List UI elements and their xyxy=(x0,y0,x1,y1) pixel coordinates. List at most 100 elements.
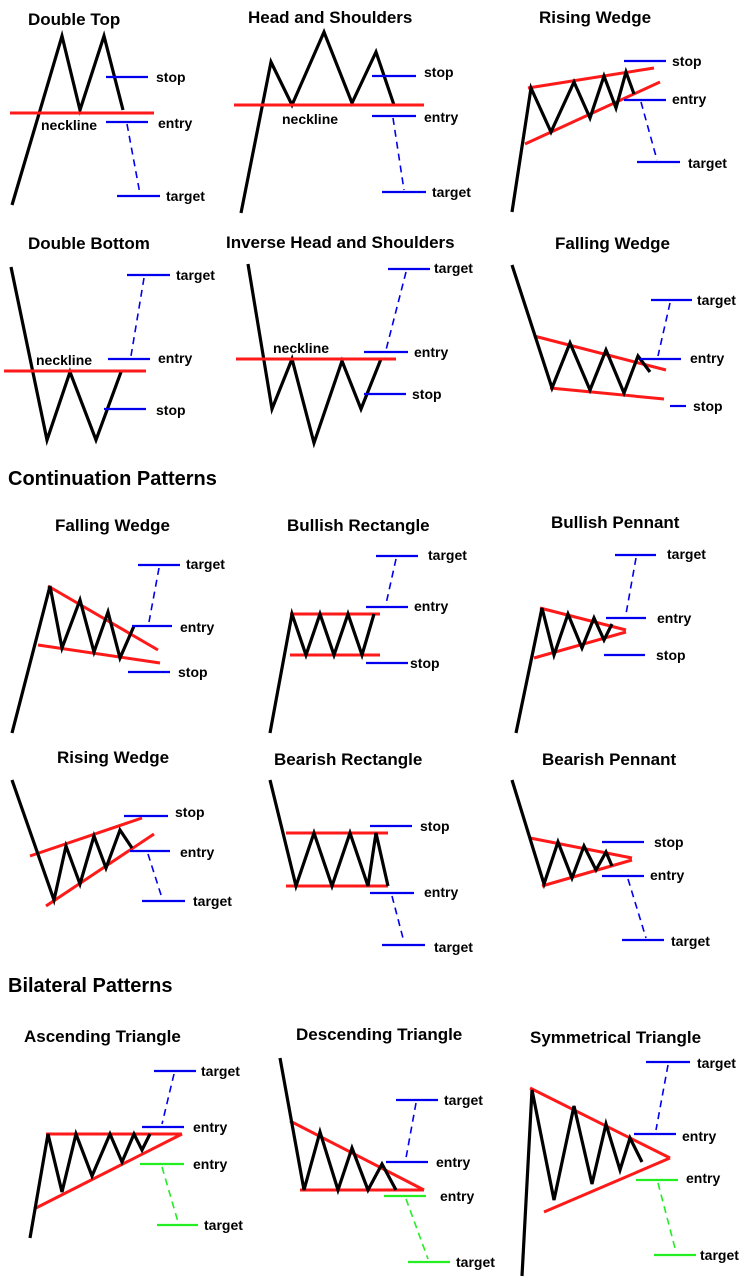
entry-label: entry xyxy=(690,350,724,366)
price-line xyxy=(510,264,652,398)
projection-line xyxy=(657,302,671,357)
pattern-bearish-rectangle: Bearish Rectangle stop entry target xyxy=(268,750,473,955)
projection-line xyxy=(640,101,658,161)
pattern-head-and-shoulders: Head and Shoulders neckline stop entry t… xyxy=(234,8,471,214)
pattern-title: Double Top xyxy=(28,10,120,29)
entry-label: entry xyxy=(672,91,706,107)
pattern-title: Falling Wedge xyxy=(55,516,170,535)
alt-entry-label: entry xyxy=(440,1188,474,1204)
projection-line xyxy=(126,123,141,195)
projection-line xyxy=(627,878,647,939)
target-label: target xyxy=(166,188,205,204)
projection-line xyxy=(625,557,637,615)
lower-trendline xyxy=(549,386,665,401)
target-label: target xyxy=(176,267,215,283)
price-line xyxy=(10,585,136,734)
pattern-title: Symmetrical Triangle xyxy=(530,1028,701,1047)
alt-projection-line xyxy=(161,1166,179,1223)
pattern-double-bottom: Double Bottom neckline target entry stop xyxy=(4,234,215,447)
upper-trendline xyxy=(29,816,143,858)
section-title-bilateral: Bilateral Patterns xyxy=(8,975,173,997)
price-line xyxy=(278,1057,398,1196)
projection-line xyxy=(148,567,160,623)
projection-line xyxy=(392,117,405,191)
stop-label: stop xyxy=(672,53,702,69)
entry-label: entry xyxy=(180,619,214,635)
price-line xyxy=(268,607,376,734)
pattern-symmetrical-triangle: Symmetrical Triangle target entry entry … xyxy=(520,1028,739,1277)
entry-label: entry xyxy=(158,115,192,131)
support-line xyxy=(33,1132,183,1211)
stop-label: stop xyxy=(178,664,208,680)
pattern-title: Head and Shoulders xyxy=(248,8,412,27)
alt-entry-label: entry xyxy=(193,1156,227,1172)
target-label: target xyxy=(434,260,473,276)
projection-line xyxy=(130,277,145,357)
neckline-label: neckline xyxy=(282,111,338,127)
target-label: target xyxy=(444,1092,483,1108)
target-label: target xyxy=(671,933,710,949)
lower-trendline xyxy=(45,832,155,908)
lower-trendline xyxy=(541,858,633,888)
pattern-title: Rising Wedge xyxy=(57,748,169,767)
price-line xyxy=(520,1089,644,1277)
target-label: target xyxy=(432,184,471,200)
target-label: target xyxy=(428,547,467,563)
upper-trendline xyxy=(527,66,655,90)
lower-trendline xyxy=(543,1156,671,1214)
entry-label: entry xyxy=(682,1128,716,1144)
entry-label: entry xyxy=(436,1154,470,1170)
target-label: target xyxy=(688,155,727,171)
alt-target-label: target xyxy=(700,1247,739,1263)
stop-label: stop xyxy=(693,398,723,414)
upper-trendline xyxy=(529,1086,671,1160)
stop-label: stop xyxy=(424,64,454,80)
projection-line xyxy=(405,1102,417,1159)
price-line xyxy=(514,607,614,734)
pattern-title: Ascending Triangle xyxy=(24,1027,181,1046)
price-line xyxy=(246,263,383,449)
entry-label: entry xyxy=(424,884,458,900)
pattern-ascending-triangle: Ascending Triangle target entry entry ta… xyxy=(24,1027,243,1239)
price-line xyxy=(510,779,614,890)
alt-target-label: target xyxy=(456,1254,495,1270)
pattern-bullish-rectangle: Bullish Rectangle target entry stop xyxy=(268,516,467,734)
pattern-double-top: Double Top neckline stop entry target xyxy=(10,10,205,206)
pattern-title: Inverse Head and Shoulders xyxy=(226,233,455,252)
pattern-title: Falling Wedge xyxy=(555,234,670,253)
pattern-title: Bearish Rectangle xyxy=(274,750,422,769)
stop-label: stop xyxy=(156,402,186,418)
projection-line xyxy=(655,1064,669,1131)
target-label: target xyxy=(697,292,736,308)
target-label: target xyxy=(667,546,706,562)
stop-label: stop xyxy=(420,818,450,834)
upper-trendline xyxy=(47,584,159,652)
pattern-title: Descending Triangle xyxy=(296,1025,462,1044)
entry-label: entry xyxy=(650,867,684,883)
pattern-title: Double Bottom xyxy=(28,234,150,253)
pattern-title: Bearish Pennant xyxy=(542,750,676,769)
target-label: target xyxy=(201,1063,240,1079)
alt-entry-label: entry xyxy=(686,1170,720,1186)
projection-line xyxy=(385,271,407,351)
pattern-bearish-pennant: Bearish Pennant stop entry target xyxy=(510,750,710,949)
entry-label: entry xyxy=(180,844,214,860)
target-label: target xyxy=(434,939,473,955)
entry-label: entry xyxy=(193,1119,227,1135)
projection-line xyxy=(161,1073,175,1125)
stop-label: stop xyxy=(175,804,205,820)
pattern-bullish-pennant: Bullish Pennant target entry stop xyxy=(514,513,706,734)
neckline-label: neckline xyxy=(36,352,92,368)
projection-line xyxy=(147,853,163,899)
resistance-line xyxy=(289,1119,425,1192)
lower-trendline xyxy=(37,643,161,665)
price-line xyxy=(10,29,125,206)
stop-label: stop xyxy=(654,834,684,850)
projection-line xyxy=(385,558,397,605)
entry-label: entry xyxy=(657,610,691,626)
price-line xyxy=(10,779,134,906)
stop-label: stop xyxy=(410,655,440,671)
projection-line xyxy=(391,895,405,943)
alt-target-label: target xyxy=(204,1217,243,1233)
